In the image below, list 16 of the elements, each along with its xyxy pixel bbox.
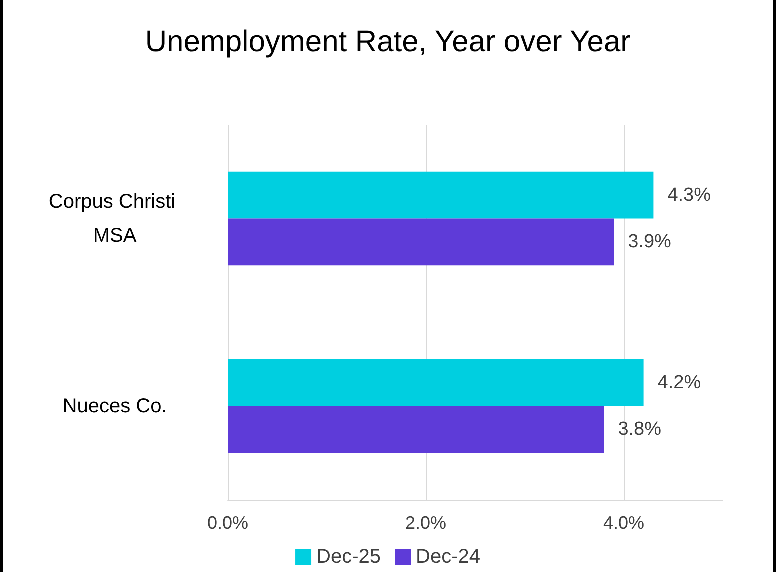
y-tick-label: Corpus Christi MSA xyxy=(48,190,182,247)
bar xyxy=(228,359,644,406)
x-tick-label: 4.0% xyxy=(603,513,645,533)
x-tick-label: 0.0% xyxy=(207,513,249,533)
legend-label: Dec-24 xyxy=(416,546,480,568)
data-label: 3.9% xyxy=(628,232,672,253)
y-tick-label: Nueces Co. xyxy=(62,395,168,418)
bar xyxy=(228,406,604,454)
data-label: 3.8% xyxy=(618,419,662,440)
bar xyxy=(228,218,614,266)
data-label: 4.3% xyxy=(668,184,712,206)
data-label: 4.2% xyxy=(658,372,702,394)
legend-label: Dec-25 xyxy=(316,546,382,568)
bar xyxy=(228,172,654,219)
x-tick-label: 2.0% xyxy=(405,513,447,533)
chart-title: Unemployment Rate, Year over Year xyxy=(145,26,631,58)
